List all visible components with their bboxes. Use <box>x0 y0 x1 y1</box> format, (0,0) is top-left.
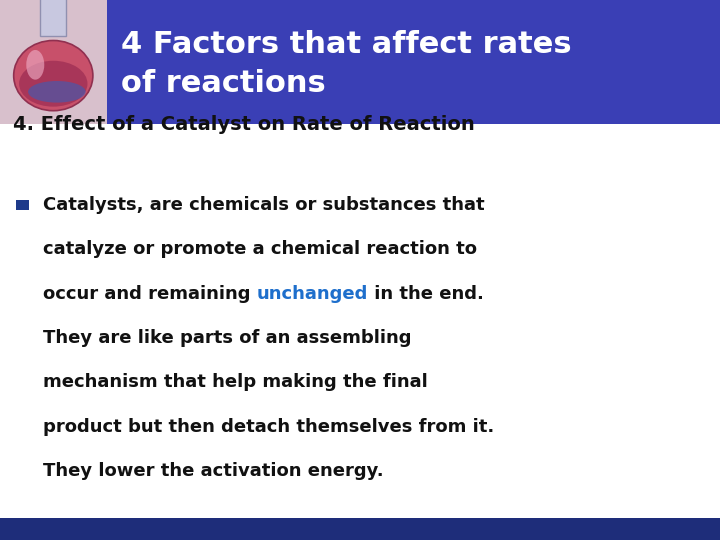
Text: product but then detach themselves from it.: product but then detach themselves from … <box>43 417 495 436</box>
Text: mechanism that help making the final: mechanism that help making the final <box>43 373 428 392</box>
Text: unchanged: unchanged <box>257 285 369 303</box>
Text: They lower the activation energy.: They lower the activation energy. <box>43 462 384 480</box>
Text: occur and remaining: occur and remaining <box>43 285 257 303</box>
Text: in the end.: in the end. <box>369 285 485 303</box>
Bar <box>0 0 720 124</box>
Text: catalyze or promote a chemical reaction to: catalyze or promote a chemical reaction … <box>43 240 477 259</box>
Ellipse shape <box>19 60 88 107</box>
Ellipse shape <box>26 50 44 80</box>
Text: They are like parts of an assembling: They are like parts of an assembling <box>43 329 412 347</box>
Bar <box>0 518 720 540</box>
Bar <box>40 0 66 36</box>
Bar <box>0 0 107 124</box>
Text: 4 Factors that affect rates: 4 Factors that affect rates <box>121 30 572 59</box>
Text: 4. Effect of a Catalyst on Rate of Reaction: 4. Effect of a Catalyst on Rate of React… <box>13 114 474 134</box>
Text: of reactions: of reactions <box>121 69 325 98</box>
Ellipse shape <box>28 81 86 103</box>
Text: Catalysts, are chemicals or substances that: Catalysts, are chemicals or substances t… <box>43 196 485 214</box>
Bar <box>16 200 29 210</box>
Ellipse shape <box>14 40 93 111</box>
